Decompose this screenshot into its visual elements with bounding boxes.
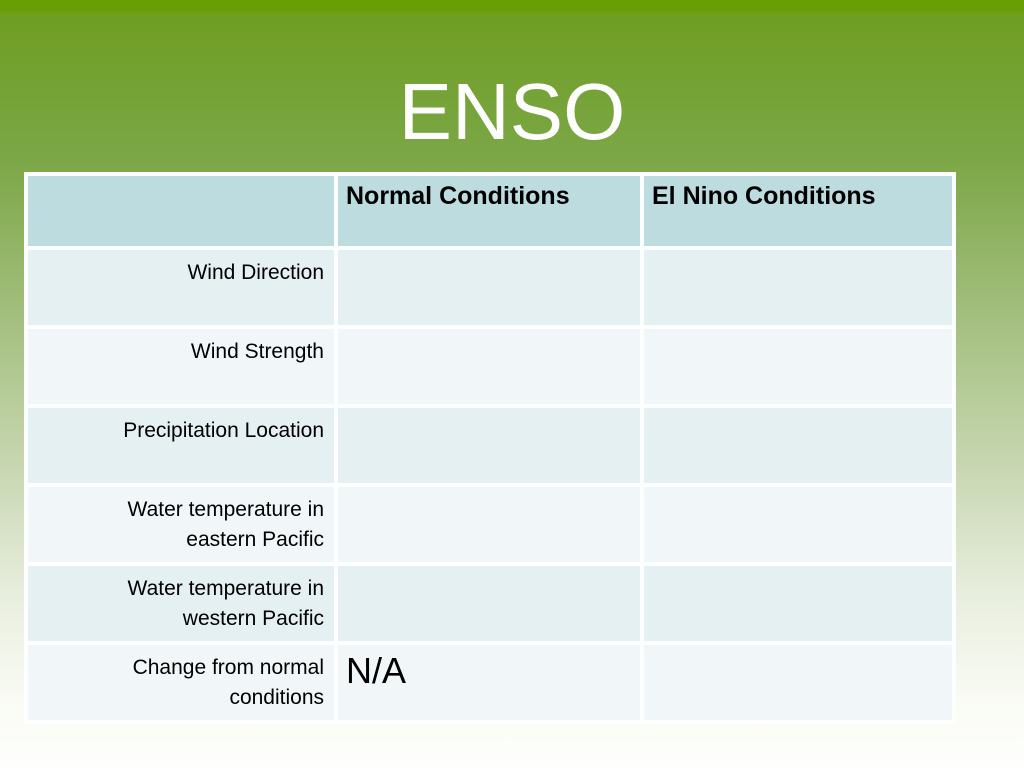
cell-el-nino-conditions [644, 408, 952, 483]
cell-el-nino-conditions [644, 329, 952, 404]
row-label: Water temperature in eastern Pacific [28, 487, 334, 562]
table-row-water-temp-western-pacific: Water temperature in western Pacific [28, 566, 952, 641]
row-label: Wind Direction [28, 250, 334, 325]
cell-el-nino-conditions [644, 487, 952, 562]
table-row-wind-direction: Wind Direction [28, 250, 952, 325]
table-row-change-from-normal: Change from normal conditions N/A [28, 645, 952, 720]
cell-el-nino-conditions [644, 250, 952, 325]
table-header-row: Normal Conditions El Nino Conditions [28, 176, 952, 246]
row-label: Change from normal conditions [28, 645, 334, 720]
cell-normal-conditions [338, 250, 640, 325]
table-row-precipitation-location: Precipitation Location [28, 408, 952, 483]
cell-normal-conditions-na: N/A [338, 645, 640, 720]
cell-el-nino-conditions [644, 566, 952, 641]
row-label: Wind Strength [28, 329, 334, 404]
cell-el-nino-conditions [644, 645, 952, 720]
cell-normal-conditions [338, 566, 640, 641]
row-label: Precipitation Location [28, 408, 334, 483]
cell-normal-conditions [338, 329, 640, 404]
table-row-water-temp-eastern-pacific: Water temperature in eastern Pacific [28, 487, 952, 562]
header-cell-empty [28, 176, 334, 246]
table-row-wind-strength: Wind Strength [28, 329, 952, 404]
cell-normal-conditions [338, 487, 640, 562]
row-label: Water temperature in western Pacific [28, 566, 334, 641]
header-cell-el-nino-conditions: El Nino Conditions [644, 176, 952, 246]
header-cell-normal-conditions: Normal Conditions [338, 176, 640, 246]
conditions-table: Normal Conditions El Nino Conditions Win… [24, 172, 956, 724]
slide-title: ENSO [398, 67, 626, 156]
cell-normal-conditions [338, 408, 640, 483]
